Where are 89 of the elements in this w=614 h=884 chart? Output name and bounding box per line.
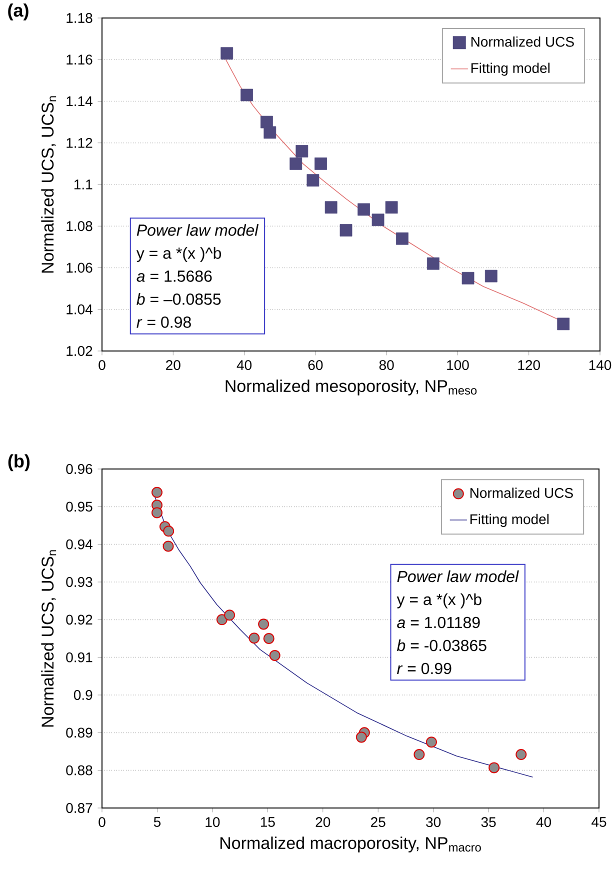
y-tick-label: 0.9 [74,690,92,700]
point [152,507,162,518]
y-tick-label: 0.89 [66,728,92,738]
point [484,270,498,282]
y-tick-label: 0.95 [66,502,92,512]
x-tick-label: 0 [98,360,106,370]
x-tick-label: 35 [481,817,496,828]
annotation: b = -0.03865 [396,639,486,652]
x-tick-label: 100 [447,360,469,370]
x-tick-label: 30 [426,817,441,828]
y-tick-label: 0.94 [66,539,92,550]
x-tick-label: 20 [316,817,330,828]
point [296,144,308,158]
y-tick-label: 1.08 [66,221,92,232]
annotation: Power law model [136,224,259,236]
point [324,201,338,214]
point [163,526,174,537]
x-tick-label: 5 [154,817,161,827]
y-tick-label: 0.92 [66,614,92,625]
point [414,749,425,760]
x-tick-label: 120 [518,360,540,370]
y-tick-label: 0.88 [66,765,92,776]
point [264,126,276,139]
point [224,610,236,621]
x-tick-label: 10 [206,817,220,828]
point [290,157,302,170]
y-tick-label: 1.1 [74,180,92,190]
x-axis-title: Normalized macroporosity, NP$_{macro}$ [220,836,481,852]
y-tick-label: 1.02 [66,346,92,356]
point [557,318,570,330]
annotation: b = –0.0855 [136,293,221,305]
point [248,632,260,644]
y-tick-label: 1.04 [66,304,92,314]
x-tick-label: 60 [308,360,323,370]
point [385,201,398,214]
y-tick-label: 1.12 [66,138,92,148]
point [216,614,228,626]
point [396,232,408,245]
point [372,214,384,226]
y-axis-title: Normalized UCS, UCS$_{n}$ [41,96,56,273]
y-tick-label: 1.06 [66,262,92,273]
point [306,174,320,187]
point [162,540,174,552]
point [356,732,367,743]
chart-title: (a) [8,4,28,20]
point [426,736,437,748]
y-tick-label: 1.16 [66,54,92,65]
x-tick-label: 40 [236,360,252,370]
y-tick-label: 0.96 [66,464,92,474]
legend-label: Normalized UCS [470,488,573,498]
annotation: a = 1.5686 [136,270,212,282]
chart-title: (b) [8,454,30,472]
y-tick-label: 0.87 [66,803,92,813]
point [314,157,327,170]
x-tick-label: 40 [536,817,552,828]
x-tick-label: 20 [166,360,180,370]
legend-label: Fitting model [470,514,549,527]
point [269,650,280,661]
point [258,618,270,630]
legend-label: Normalized UCS [471,36,574,47]
point [358,203,370,216]
y-tick-label: 0.91 [66,652,92,662]
point [462,272,474,284]
y-axis-title: Normalized UCS, UCS$_{n}$ [41,550,56,727]
x-tick-label: 0 [98,817,106,828]
annotation: y = a *(x )^b [136,247,222,262]
point [340,224,352,236]
point [152,486,162,498]
annotation: r = 0.98 [136,316,191,328]
point [263,633,274,644]
legend-label: Fitting model [471,62,550,76]
point [516,749,527,760]
x-tick-label: 15 [260,817,275,827]
annotation: y = a *(x )^b [396,593,482,608]
x-tick-label: 25 [371,817,386,828]
point [220,47,234,60]
y-tick-label: 0.93 [66,577,92,587]
point [426,257,440,270]
annotation: r = 0.99 [397,662,452,674]
annotation: Power law model [397,570,519,582]
x-axis-title: Normalized mesoporosity, NP$_{meso}$ [226,380,477,396]
point [488,762,500,774]
x-tick-label: 45 [592,817,606,827]
annotation: a = 1.01189 [397,616,480,628]
y-tick-label: 1.14 [66,96,92,106]
y-tick-label: 1.18 [66,13,92,23]
x-tick-label: 140 [589,360,612,370]
point [240,88,253,102]
x-tick-label: 80 [379,360,394,370]
